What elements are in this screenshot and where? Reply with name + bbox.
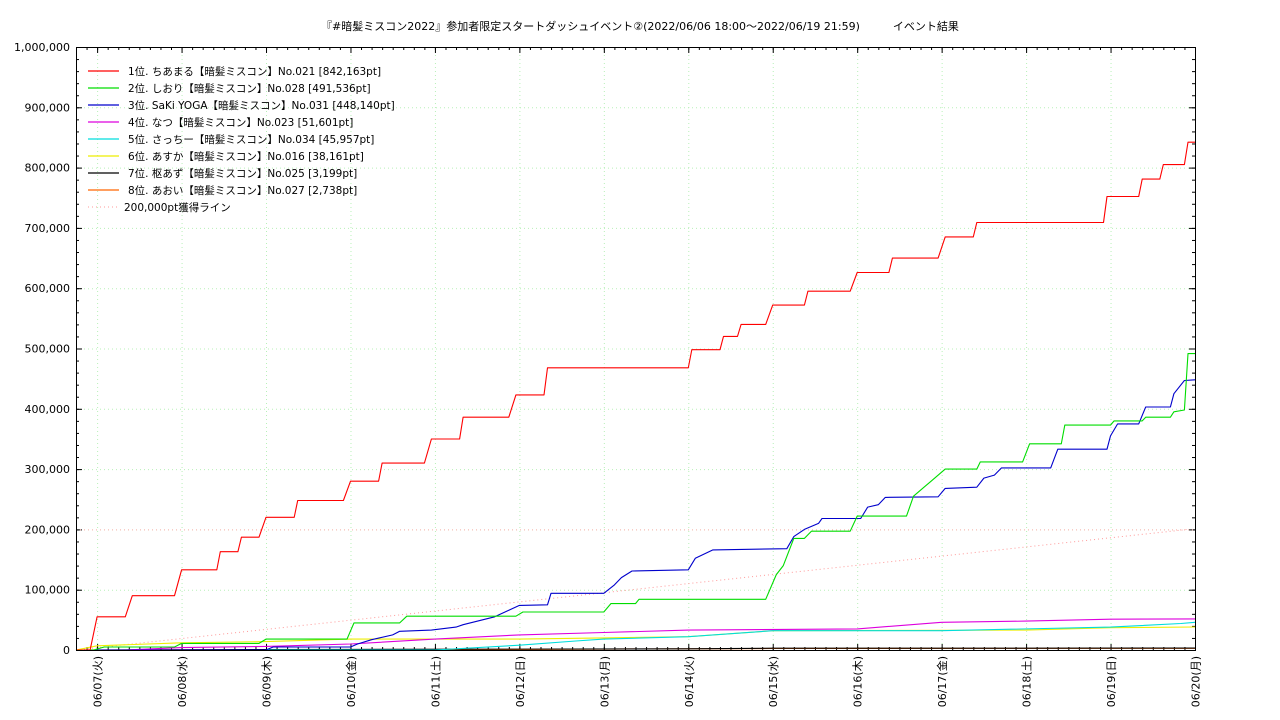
series-line-2 (76, 353, 1195, 651)
x-tick-label: 06/08(水) (176, 656, 189, 707)
legend-label-3: 3位. SaKi YOGA【暗髪ミスコン】No.031 [448,140pt] (128, 99, 395, 112)
y-tick-label: 800,000 (25, 162, 71, 175)
legend-label-4: 4位. なつ【暗髪ミスコン】No.023 [51,601pt] (128, 116, 353, 129)
series-line-6 (75, 626, 1196, 651)
x-tick-label: 06/20(月) (1190, 656, 1203, 707)
x-tick-label: 06/14(火) (683, 656, 696, 707)
y-tick-label: 200,000 (25, 523, 71, 536)
x-tick-label: 06/12(日) (514, 656, 527, 707)
y-tick-label: 900,000 (25, 101, 71, 114)
y-tick-label: 1,000,000 (14, 41, 70, 54)
y-tick-label: 600,000 (25, 282, 71, 295)
y-tick-label: 700,000 (25, 222, 71, 235)
legend-label-2: 2位. しおり【暗髪ミスコン】No.028 [491,536pt] (128, 82, 371, 95)
x-tick-label: 06/10(金) (344, 656, 358, 707)
x-tick-label: 06/16(木) (852, 656, 865, 707)
series-line-4 (76, 618, 1196, 651)
x-tick-label: 06/07(火) (92, 656, 105, 707)
legend-label-reference: 200,000pt獲得ライン (124, 201, 231, 214)
series-line-3 (76, 379, 1196, 651)
y-tick-label: 500,000 (25, 343, 71, 356)
legend-label-1: 1位. ちあまる【暗髪ミスコン】No.021 [842,163pt] (128, 65, 381, 78)
plot-frame (76, 47, 1196, 651)
x-tick-label: 06/13(月) (598, 656, 611, 707)
y-tick-label: 300,000 (25, 463, 71, 476)
x-tick-label: 06/09(木) (261, 656, 274, 707)
series-line-5 (76, 621, 1196, 651)
x-tick-label: 06/15(水) (767, 656, 780, 707)
chart-title: 『#暗髪ミスコン2022』参加者限定スタートダッシュイベント②(2022/06/… (321, 20, 959, 33)
y-tick-label: 100,000 (25, 584, 71, 597)
x-tick-label: 06/17(金) (935, 656, 949, 707)
y-tick-label: 400,000 (25, 403, 71, 416)
legend-label-7: 7位. 枢あず【暗髪ミスコン】No.025 [3,199pt] (128, 167, 357, 180)
series-line-1 (76, 141, 1195, 651)
reference-line (75, 528, 1188, 651)
legend-label-6: 6位. あすか【暗髪ミスコン】No.016 [38,161pt] (128, 150, 364, 163)
x-tick-label: 06/19(日) (1105, 656, 1118, 707)
x-tick-label: 06/11(土) (429, 656, 442, 707)
x-tick-label: 06/18(土) (1021, 656, 1034, 707)
y-tick-label: 0 (63, 644, 70, 657)
legend-label-5: 5位. さっちー【暗髪ミスコン】No.034 [45,957pt] (128, 133, 374, 146)
legend-label-8: 8位. あおい【暗髪ミスコン】No.027 [2,738pt] (128, 184, 357, 197)
